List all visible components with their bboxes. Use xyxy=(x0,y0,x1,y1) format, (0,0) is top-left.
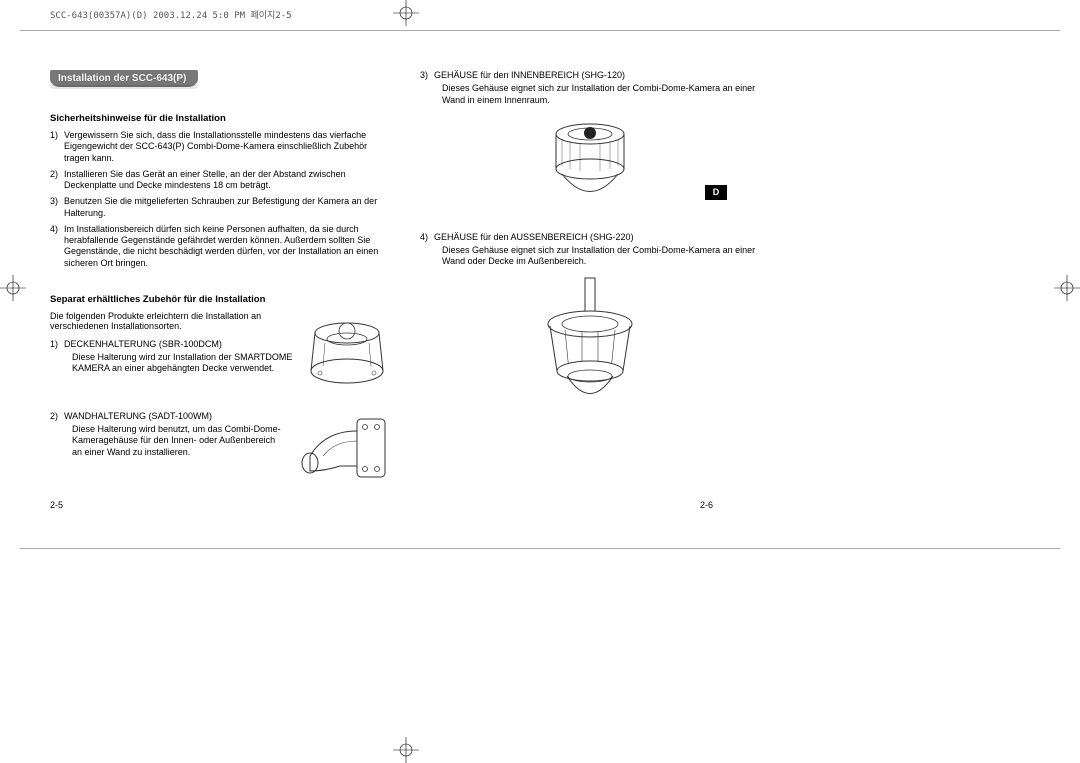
page-right: 3) GEHÄUSE für den INNENBEREICH (SHG-120… xyxy=(420,70,760,434)
list-text: Benutzen Sie die mitgelieferten Schraube… xyxy=(64,196,390,219)
list-text: Im Installationsbereich dürfen sich kein… xyxy=(64,224,390,269)
indoor-housing-illustration xyxy=(540,114,640,214)
list-number: 4) xyxy=(420,232,434,268)
accessory-label: GEHÄUSE für den AUSSENBEREICH (SHG-220) xyxy=(434,232,760,243)
accessory-intro: Die folgenden Produkte erleichtern die I… xyxy=(50,311,297,331)
safety-item: 2) Installieren Sie das Gerät an einer S… xyxy=(50,169,390,192)
list-text: Vergewissern Sie sich, dass die Installa… xyxy=(64,130,390,164)
ceiling-mount-illustration xyxy=(305,311,390,396)
header-meta: SCC-643(00357A)(D) 2003.12.24 5:0 PM 페이지… xyxy=(50,8,292,21)
list-number: 3) xyxy=(50,196,64,219)
list-number: 2) xyxy=(50,411,64,458)
hairline-bottom xyxy=(20,548,1060,549)
accessory-label: DECKENHALTERUNG (SBR-100DCM) xyxy=(64,339,297,350)
accessory-block: 3) GEHÄUSE für den INNENBEREICH (SHG-120… xyxy=(420,70,760,214)
list-number: 4) xyxy=(50,224,64,269)
accessory-label: GEHÄUSE für den INNENBEREICH (SHG-120) xyxy=(434,70,760,81)
wall-mount-illustration xyxy=(295,411,390,486)
list-text: Installieren Sie das Gerät an einer Stel… xyxy=(64,169,390,192)
accessory-intro-row: Die folgenden Produkte erleichtern die I… xyxy=(50,311,390,396)
accessory-item: 3) GEHÄUSE für den INNENBEREICH (SHG-120… xyxy=(420,70,760,106)
accessory-desc: Diese Halterung wird zur Installation de… xyxy=(64,352,297,375)
list-number: 3) xyxy=(420,70,434,106)
crop-mark-right xyxy=(1054,275,1080,301)
accessory-desc: Diese Halterung wird benutzt, um das Com… xyxy=(64,424,287,458)
hairline-top xyxy=(20,30,1060,31)
section-title: Installation der SCC-643(P) xyxy=(50,70,198,87)
accessory-desc: Dieses Gehäuse eignet sich zur Installat… xyxy=(434,83,760,106)
page-number-left: 2-5 xyxy=(50,500,63,510)
crop-mark-left xyxy=(0,275,26,301)
safety-item: 4) Im Installationsbereich dürfen sich k… xyxy=(50,224,390,269)
accessory-label: WANDHALTERUNG (SADT-100WM) xyxy=(64,411,287,422)
heading-safety: Sicherheitshinweise für die Installation xyxy=(50,113,390,124)
safety-item: 3) Benutzen Sie die mitgelieferten Schra… xyxy=(50,196,390,219)
list-number: 1) xyxy=(50,339,64,375)
page-left: Installation der SCC-643(P) Sicherheitsh… xyxy=(50,70,390,501)
accessory-item: 1) DECKENHALTERUNG (SBR-100DCM) Diese Ha… xyxy=(50,339,297,375)
crop-mark-top xyxy=(393,0,419,26)
crop-mark-bottom xyxy=(393,737,419,763)
heading-accessories: Separat erhältliches Zubehör für die Ins… xyxy=(50,294,390,305)
accessory-row: 2) WANDHALTERUNG (SADT-100WM) Diese Halt… xyxy=(50,411,390,486)
accessory-item: 4) GEHÄUSE für den AUSSENBEREICH (SHG-22… xyxy=(420,232,760,268)
accessory-desc: Dieses Gehäuse eignet sich zur Installat… xyxy=(434,245,760,268)
safety-item: 1) Vergewissern Sie sich, dass die Insta… xyxy=(50,130,390,164)
list-number: 2) xyxy=(50,169,64,192)
outdoor-housing-illustration xyxy=(535,276,645,416)
accessory-item: 2) WANDHALTERUNG (SADT-100WM) Diese Halt… xyxy=(50,411,287,458)
page-number-right: 2-6 xyxy=(700,500,713,510)
accessory-block: 4) GEHÄUSE für den AUSSENBEREICH (SHG-22… xyxy=(420,232,760,416)
list-number: 1) xyxy=(50,130,64,164)
